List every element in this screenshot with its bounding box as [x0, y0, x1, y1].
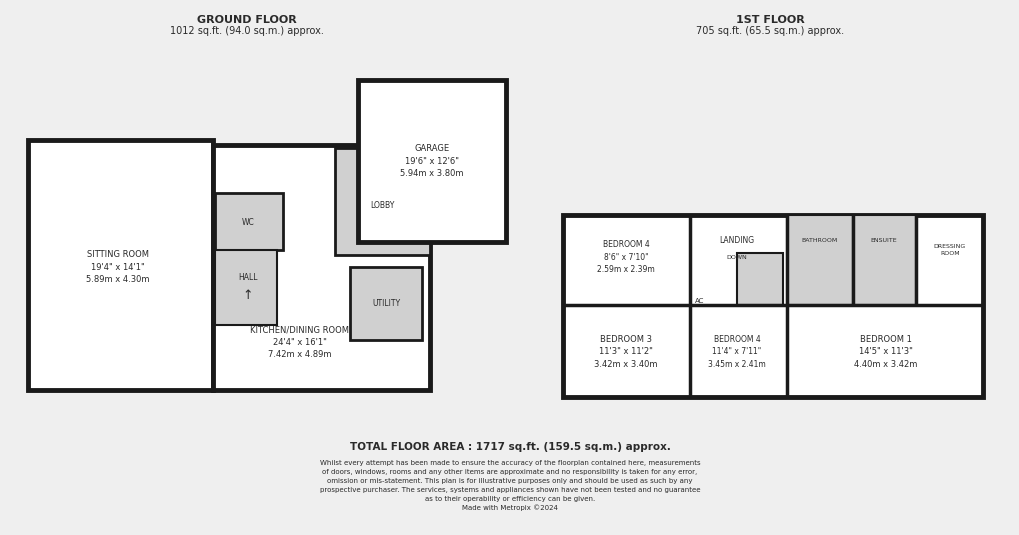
Bar	[334, 148, 430, 255]
Text: 1ST FLOOR: 1ST FLOOR	[735, 15, 804, 25]
Text: TOTAL FLOOR AREA : 1717 sq.ft. (159.5 sq.m.) approx.: TOTAL FLOOR AREA : 1717 sq.ft. (159.5 sq…	[350, 442, 669, 452]
Text: UTILITY: UTILITY	[372, 299, 399, 308]
Text: ENSUITE: ENSUITE	[870, 238, 897, 242]
Text: prospective purchaser. The services, systems and appliances shown have not been : prospective purchaser. The services, sys…	[319, 487, 700, 493]
Text: BEDROOM 4
8'6" x 7'10"
2.59m x 2.39m: BEDROOM 4 8'6" x 7'10" 2.59m x 2.39m	[596, 240, 654, 274]
Text: KITCHEN/DINING ROOM
24'4" x 16'1"
7.42m x 4.89m: KITCHEN/DINING ROOM 24'4" x 16'1" 7.42m …	[251, 325, 350, 359]
Bar	[213, 145, 430, 390]
Text: LOBBY: LOBBY	[370, 201, 393, 210]
Bar	[215, 193, 282, 250]
Text: AC: AC	[695, 298, 704, 304]
Text: as to their operability or efficiency can be given.: as to their operability or efficiency ca…	[425, 496, 594, 502]
Bar	[852, 215, 915, 305]
Text: DOWN: DOWN	[726, 255, 747, 259]
Text: LANDING: LANDING	[718, 235, 754, 244]
Text: of doors, windows, rooms and any other items are approximate and no responsibili: of doors, windows, rooms and any other i…	[322, 469, 697, 475]
Text: GARAGE
19'6" x 12'6"
5.94m x 3.80m: GARAGE 19'6" x 12'6" 5.94m x 3.80m	[399, 144, 464, 178]
Text: HALL: HALL	[238, 272, 258, 281]
Bar	[215, 250, 277, 325]
Text: GROUND FLOOR: GROUND FLOOR	[197, 15, 297, 25]
Text: Whilst every attempt has been made to ensure the accuracy of the floorplan conta: Whilst every attempt has been made to en…	[319, 460, 700, 466]
Bar	[787, 215, 852, 305]
Text: ↑: ↑	[243, 288, 253, 302]
Bar	[737, 253, 783, 305]
Bar	[28, 140, 213, 390]
Bar	[350, 267, 422, 340]
Text: BEDROOM 3
11'3" x 11'2"
3.42m x 3.40m: BEDROOM 3 11'3" x 11'2" 3.42m x 3.40m	[594, 335, 657, 369]
Bar	[562, 215, 982, 397]
Text: BATHROOM: BATHROOM	[801, 238, 838, 242]
Text: DRESSING
ROOM: DRESSING ROOM	[933, 244, 965, 256]
Text: SITTING ROOM
19'4" x 14'1"
5.89m x 4.30m: SITTING ROOM 19'4" x 14'1" 5.89m x 4.30m	[87, 250, 150, 284]
Text: omission or mis-statement. This plan is for illustrative purposes only and shoul: omission or mis-statement. This plan is …	[327, 478, 692, 484]
Text: BEDROOM 1
14'5" x 11'3"
4.40m x 3.42m: BEDROOM 1 14'5" x 11'3" 4.40m x 3.42m	[854, 335, 917, 369]
Text: Made with Metropix ©2024: Made with Metropix ©2024	[462, 505, 557, 511]
Bar	[358, 80, 505, 242]
Text: 1012 sq.ft. (94.0 sq.m.) approx.: 1012 sq.ft. (94.0 sq.m.) approx.	[170, 26, 324, 36]
Text: BEDROOM 4
11'4" x 7'11"
3.45m x 2.41m: BEDROOM 4 11'4" x 7'11" 3.45m x 2.41m	[707, 335, 765, 369]
Text: 705 sq.ft. (65.5 sq.m.) approx.: 705 sq.ft. (65.5 sq.m.) approx.	[695, 26, 844, 36]
Text: WC: WC	[242, 218, 254, 226]
